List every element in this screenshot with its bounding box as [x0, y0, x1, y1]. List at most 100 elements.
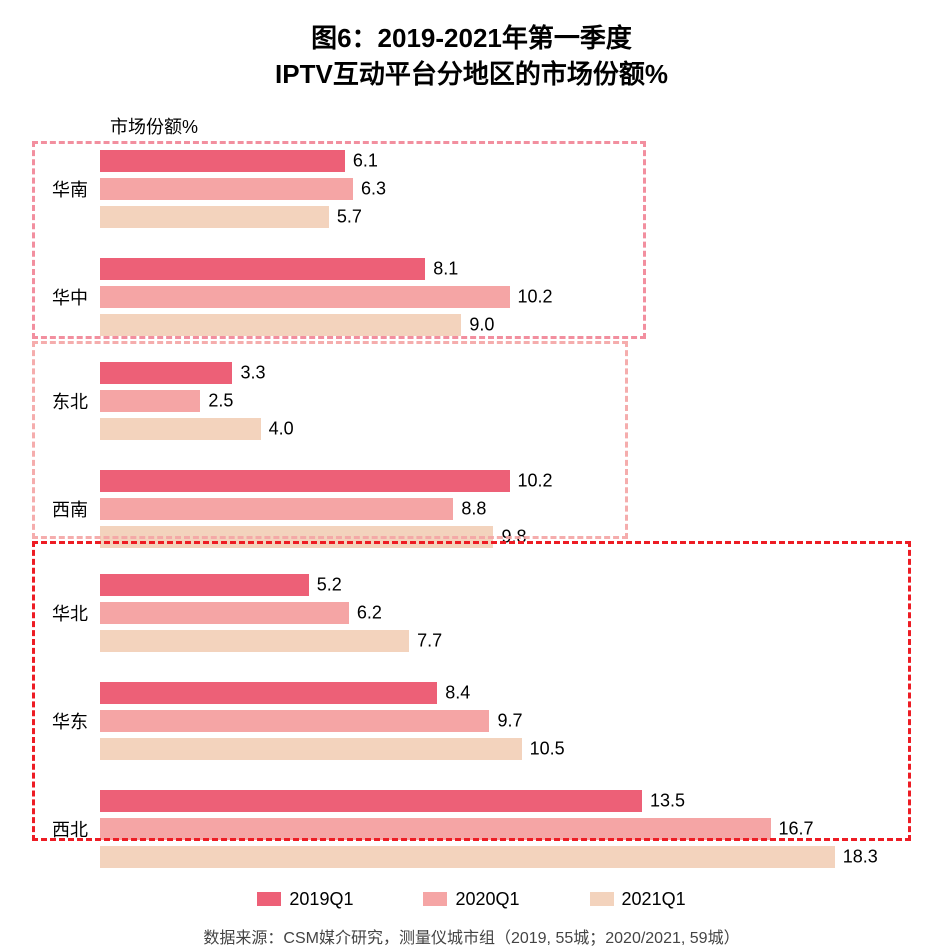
title-line-2: IPTV互动平台分地区的市场份额% — [30, 56, 913, 92]
bar-track: 6.2 — [100, 599, 903, 627]
bar-value-label: 8.4 — [437, 682, 470, 703]
bar-row: 4.0 — [30, 415, 913, 443]
bar-value-label: 16.7 — [771, 818, 814, 839]
bar — [100, 418, 261, 440]
bar-value-label: 2.5 — [200, 390, 233, 411]
bar-track: 10.5 — [100, 735, 903, 763]
bar-value-label: 4.0 — [261, 418, 294, 439]
region-block: 3.3 东北 2.5 4.0 — [30, 359, 913, 443]
bar — [100, 470, 510, 492]
bar-value-label: 5.7 — [329, 206, 362, 227]
bar-value-label: 7.7 — [409, 630, 442, 651]
legend-swatch — [423, 892, 447, 906]
bar — [100, 314, 461, 336]
bar-track: 3.3 — [100, 359, 903, 387]
bar-value-label: 9.8 — [493, 526, 526, 547]
chart-area: 6.1华南6.35.78.1华中10.29.03.3东北2.54.010.2西南… — [30, 147, 913, 871]
region-group: 3.3 东北 2.5 4.0 10.2西南 8.8 9.8 — [30, 359, 913, 551]
bar-row: 9.8 — [30, 523, 913, 551]
legend-swatch — [257, 892, 281, 906]
bar-value-label: 9.7 — [489, 710, 522, 731]
region-label: 东北 — [30, 388, 100, 414]
bar-row: 华北 6.2 — [30, 599, 913, 627]
bar-value-label: 3.3 — [232, 362, 265, 383]
region-group: 6.1 华南 6.3 5.7 8.1 华中 10.2 9.0 — [30, 147, 913, 339]
bar-track: 2.5 — [100, 387, 903, 415]
bar — [100, 150, 345, 172]
bar-row: 9.0 — [30, 311, 913, 339]
bar — [100, 286, 510, 308]
bar-value-label: 6.3 — [353, 178, 386, 199]
bar — [100, 362, 232, 384]
region-label: 华北 — [30, 600, 100, 626]
bar — [100, 630, 409, 652]
region-block: 13.5 西北16.7 18.3 — [30, 787, 913, 871]
bar-row: 7.7 — [30, 627, 913, 655]
bar — [100, 846, 835, 868]
bar-value-label: 6.2 — [349, 602, 382, 623]
bar-track: 10.2 — [100, 467, 903, 495]
bar-row: 西北16.7 — [30, 815, 913, 843]
bar-row: 华中 10.2 — [30, 283, 913, 311]
bar-row: 6.1 — [30, 147, 913, 175]
bar — [100, 178, 353, 200]
bar-value-label: 10.2 — [510, 286, 553, 307]
bar — [100, 818, 771, 840]
bar — [100, 574, 309, 596]
bar-value-label: 18.3 — [835, 846, 878, 867]
bar-row: 华南 6.3 — [30, 175, 913, 203]
bar — [100, 258, 425, 280]
bar — [100, 738, 522, 760]
bar — [100, 390, 200, 412]
bar-track: 10.2 — [100, 283, 903, 311]
bar-track: 5.7 — [100, 203, 903, 231]
region-label: 华中 — [30, 284, 100, 310]
bar-track: 9.7 — [100, 707, 903, 735]
region-label: 华东 — [30, 708, 100, 734]
bar-value-label: 9.0 — [461, 314, 494, 335]
region-block: 6.1 华南 6.3 5.7 — [30, 147, 913, 231]
legend-label: 2020Q1 — [455, 889, 519, 910]
legend-item: 2021Q1 — [590, 889, 686, 910]
bar-row: 西南 8.8 — [30, 495, 913, 523]
bar-row: 东北 2.5 — [30, 387, 913, 415]
source-text: 数据来源：CSM媒介研究，测量仪城市组（2019, 55城；2020/2021,… — [30, 924, 913, 948]
legend-label: 2021Q1 — [622, 889, 686, 910]
bar-value-label: 6.1 — [345, 150, 378, 171]
bar-track: 4.0 — [100, 415, 903, 443]
bar-track: 5.2 — [100, 571, 903, 599]
bar-row: 8.1 — [30, 255, 913, 283]
bar-track: 9.0 — [100, 311, 903, 339]
legend-item: 2020Q1 — [423, 889, 519, 910]
region-block: 8.1 华中 10.2 9.0 — [30, 255, 913, 339]
bar-value-label: 13.5 — [642, 790, 685, 811]
bar-value-label: 8.1 — [425, 258, 458, 279]
bar-row: 5.2 — [30, 571, 913, 599]
bar-value-label: 8.8 — [453, 498, 486, 519]
bar-track: 16.7 — [100, 815, 903, 843]
bar-track: 6.3 — [100, 175, 903, 203]
y-axis-label: 市场份额% — [110, 113, 913, 139]
bar — [100, 526, 493, 548]
bar-row: 3.3 — [30, 359, 913, 387]
bar-row: 8.4 — [30, 679, 913, 707]
title-line-1: 图6：2019-2021年第一季度 — [30, 20, 913, 56]
bar-row: 10.2 — [30, 467, 913, 495]
bar — [100, 206, 329, 228]
region-label: 华南 — [30, 176, 100, 202]
bar-row: 13.5 — [30, 787, 913, 815]
chart-title: 图6：2019-2021年第一季度 IPTV互动平台分地区的市场份额% — [30, 20, 913, 93]
bar-row: 10.5 — [30, 735, 913, 763]
legend-label: 2019Q1 — [289, 889, 353, 910]
bar — [100, 498, 453, 520]
region-block: 10.2西南 8.8 9.8 — [30, 467, 913, 551]
region-label: 西南 — [30, 496, 100, 522]
bar-value-label: 5.2 — [309, 574, 342, 595]
bar-track: 7.7 — [100, 627, 903, 655]
bar — [100, 602, 349, 624]
legend-swatch — [590, 892, 614, 906]
bar-track: 8.8 — [100, 495, 903, 523]
region-block: 8.4 华东 9.7 10.5 — [30, 679, 913, 763]
legend: 2019Q1 2020Q1 2021Q1 — [30, 889, 913, 910]
bar — [100, 710, 489, 732]
